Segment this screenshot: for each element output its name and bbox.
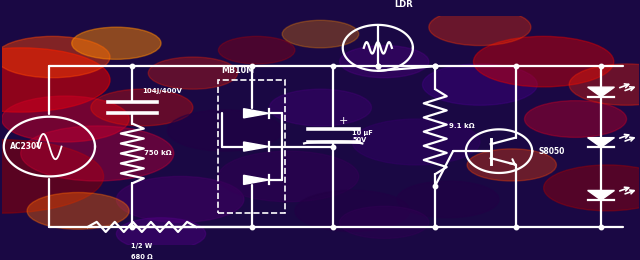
Bar — [218, 80, 285, 213]
Text: 10 µF
50V: 10 µF 50V — [353, 130, 373, 143]
Text: 750 kΩ: 750 kΩ — [144, 151, 172, 157]
Polygon shape — [244, 175, 269, 184]
Polygon shape — [244, 142, 269, 151]
Text: S8050: S8050 — [538, 147, 565, 156]
Circle shape — [1, 96, 129, 142]
Text: 9.1 kΩ: 9.1 kΩ — [449, 123, 475, 129]
Circle shape — [20, 126, 174, 181]
Circle shape — [148, 57, 237, 89]
Circle shape — [569, 64, 640, 105]
Text: 104J/400V: 104J/400V — [142, 88, 182, 94]
Circle shape — [218, 151, 358, 202]
Circle shape — [0, 36, 110, 78]
Circle shape — [91, 89, 193, 126]
Polygon shape — [588, 138, 614, 147]
Polygon shape — [588, 87, 614, 97]
Circle shape — [269, 89, 371, 126]
Circle shape — [340, 206, 429, 238]
Circle shape — [397, 181, 499, 218]
Circle shape — [116, 218, 205, 250]
Circle shape — [27, 192, 129, 229]
Circle shape — [353, 119, 480, 165]
Text: +: + — [339, 116, 348, 126]
Circle shape — [429, 9, 531, 46]
Text: 1/2 W: 1/2 W — [131, 243, 152, 249]
Circle shape — [116, 177, 244, 222]
Text: 680 Ω: 680 Ω — [131, 255, 153, 260]
Polygon shape — [588, 190, 614, 200]
Polygon shape — [244, 109, 269, 118]
Circle shape — [295, 190, 410, 231]
Text: LDR: LDR — [394, 0, 413, 9]
Text: MB10M: MB10M — [221, 66, 254, 75]
Circle shape — [467, 149, 556, 181]
Text: AC230V: AC230V — [10, 142, 43, 151]
Circle shape — [168, 110, 282, 151]
Circle shape — [218, 36, 295, 64]
Circle shape — [282, 20, 358, 48]
Circle shape — [422, 64, 537, 105]
Circle shape — [474, 36, 614, 87]
Circle shape — [525, 101, 627, 137]
Circle shape — [543, 165, 640, 211]
Circle shape — [0, 140, 104, 213]
Circle shape — [0, 48, 110, 112]
Circle shape — [340, 46, 429, 78]
Circle shape — [72, 27, 161, 59]
